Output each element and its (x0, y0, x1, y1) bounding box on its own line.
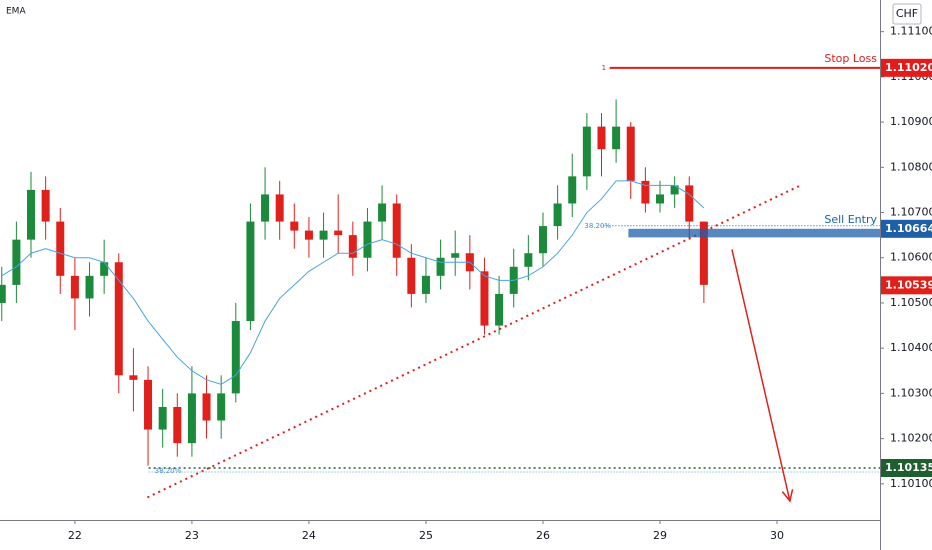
candle-body (85, 275, 94, 299)
trend-line (147, 184, 801, 499)
currency-box (892, 3, 922, 25)
candle-body (173, 406, 182, 444)
price-flag (881, 459, 932, 477)
candle-body (27, 189, 36, 240)
y-tick-label: 1.10500 (890, 296, 932, 309)
candle-body (129, 375, 138, 380)
price-flag-label: 1.11020 (885, 61, 932, 74)
candle-body (538, 226, 547, 254)
candle-body (100, 262, 109, 276)
arrow-head (781, 489, 794, 503)
candle-body (158, 406, 167, 430)
price-flag (881, 58, 932, 77)
price-flag-label: 1.10135 (885, 461, 932, 474)
candle-body (144, 379, 153, 430)
candle-body (421, 275, 430, 294)
y-tick-label: 1.10300 (890, 386, 932, 399)
fib-label: 38.20% (155, 467, 182, 475)
projection-arrow (731, 249, 791, 502)
candle-body (290, 221, 299, 231)
candle-body (0, 284, 6, 303)
candle-body (641, 180, 650, 204)
candle-body (597, 126, 606, 150)
x-tick-label: 23 (185, 529, 199, 542)
last-price-flag (881, 276, 932, 295)
candle-body (231, 321, 240, 394)
candle-body (407, 257, 416, 294)
candle-body (114, 262, 123, 376)
candle-body (436, 257, 445, 276)
candle-body (275, 194, 284, 222)
x-tick-label: 25 (419, 529, 433, 542)
candle-body (451, 253, 460, 258)
x-tick-label: 22 (68, 529, 82, 542)
candle-body (568, 176, 577, 204)
candle-body (319, 230, 328, 240)
x-tick-label: 30 (770, 529, 784, 542)
candle-body (70, 275, 79, 299)
y-tick-label: 1.11100 (890, 25, 932, 38)
candle-body (699, 221, 708, 285)
candle-body (392, 203, 401, 258)
candle-body (56, 221, 65, 276)
level-name: Sell Entry (824, 213, 877, 226)
entry-band (628, 228, 880, 238)
candle-body (524, 253, 533, 267)
candle-body (670, 185, 679, 195)
level-name: Stop Loss (824, 52, 877, 65)
x-tick-label: 24 (302, 529, 316, 542)
candle-body (304, 230, 313, 240)
candle-body (495, 293, 504, 326)
candle-body (187, 393, 196, 444)
candle-body (41, 189, 50, 222)
candle-body (348, 235, 357, 258)
candle-body (553, 203, 562, 227)
currency-label: CHF (896, 7, 918, 20)
level-marker: 1 (602, 64, 606, 72)
candle-body (202, 393, 211, 421)
y-tick-label: 1.10100 (890, 477, 932, 490)
candle-body (685, 185, 694, 222)
x-tick-label: 26 (536, 529, 550, 542)
fib-label: 38.20% (584, 222, 611, 230)
y-tick-label: 1.10900 (890, 115, 932, 128)
candle-body (626, 126, 635, 181)
candle-body (582, 126, 591, 177)
indicator-label: EMA (6, 7, 26, 17)
price-flag (881, 219, 932, 238)
x-tick-label: 29 (653, 529, 667, 542)
candle-body (246, 221, 255, 322)
candle-body (334, 230, 343, 236)
last-price-label: 1.10539 (885, 278, 932, 291)
y-tick-label: 1.10700 (890, 206, 932, 219)
candle-body (217, 393, 226, 421)
candle-body (363, 221, 372, 258)
y-tick-label: 1.10200 (890, 432, 932, 445)
y-tick-label: 1.10600 (890, 251, 932, 264)
candle-body (480, 271, 489, 326)
candle-body (378, 203, 387, 222)
candle-body (12, 239, 21, 285)
candle-body (612, 126, 621, 150)
ema-line (1, 180, 705, 385)
y-tick-label: 1.10400 (890, 341, 932, 354)
candle-body (261, 194, 270, 222)
candle-body (656, 194, 664, 204)
price-flag-label: 1.10664 (885, 222, 932, 235)
y-tick-label: 1.10800 (890, 160, 932, 173)
